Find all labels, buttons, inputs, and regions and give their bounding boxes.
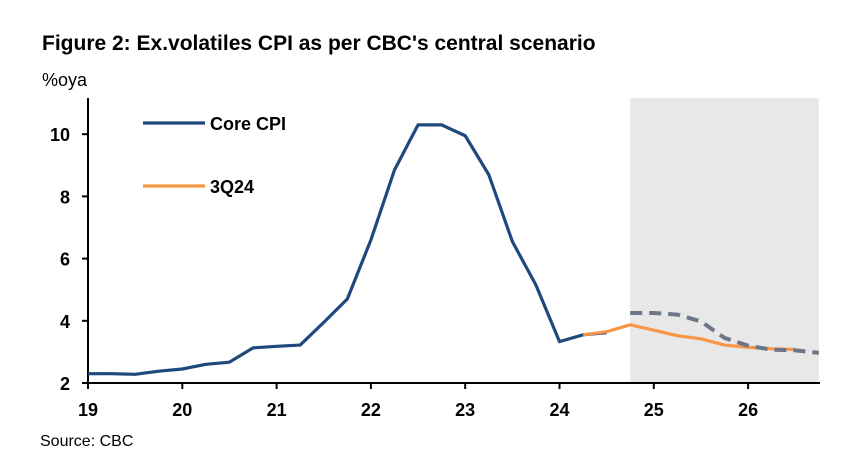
- y-tick-label: 10: [50, 125, 70, 145]
- x-tick-label: 26: [738, 400, 758, 420]
- y-tick-label: 4: [60, 312, 70, 332]
- y-axis-label: %oya: [42, 70, 88, 90]
- y-tick-label: 2: [60, 374, 70, 394]
- y-tick-label: 8: [60, 187, 70, 207]
- y-tick-label: 6: [60, 250, 70, 270]
- legend-label: 3Q24: [210, 177, 254, 197]
- x-tick-label: 20: [172, 400, 192, 420]
- source-note: Source: CBC: [40, 433, 133, 450]
- forecast-shade: [630, 98, 819, 383]
- x-tick-label: 24: [549, 400, 569, 420]
- x-tick-label: 21: [267, 400, 287, 420]
- series-line-core-cpi: [88, 123, 607, 376]
- x-tick-label: 23: [455, 400, 475, 420]
- legend-label: Core CPI: [210, 114, 286, 134]
- chart-title: Figure 2: Ex.volatiles CPI as per CBC's …: [42, 32, 596, 55]
- x-tick-label: 19: [78, 400, 98, 420]
- x-tick-label: 22: [361, 400, 381, 420]
- x-tick-label: 25: [644, 400, 664, 420]
